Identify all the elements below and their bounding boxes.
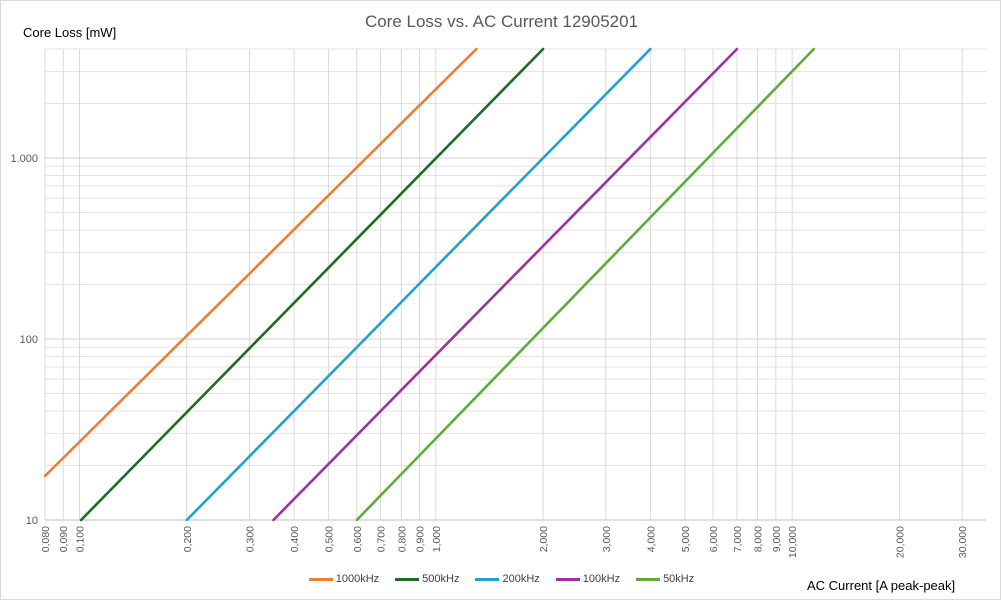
x-tick-label: 10,000 <box>787 526 799 558</box>
legend-item: 500kHz <box>395 573 459 585</box>
x-tick-label: 0,080 <box>40 526 52 552</box>
y-tick-labels: 10 100 1.000 <box>10 153 38 527</box>
series-line-200kHz <box>185 47 652 522</box>
y-tick-label: 100 <box>20 334 38 346</box>
legend: 1000kHz 500kHz 200kHz 100kHz 50kHz <box>1 573 1001 585</box>
x-tick-label: 4,000 <box>645 526 657 552</box>
x-tick-label: 0,200 <box>182 526 194 552</box>
legend-swatch <box>555 577 580 581</box>
legend-item: 1000kHz <box>308 573 380 586</box>
x-tick-label: 0,500 <box>324 526 336 552</box>
x-tick-label: 0,100 <box>75 526 87 552</box>
x-tick-label: 6,000 <box>708 526 720 552</box>
legend-label: 50kHz <box>663 573 695 586</box>
legend-item: 200kHz <box>475 573 540 586</box>
x-tick-label: 3,000 <box>601 526 613 552</box>
x-tick-labels: 0,080 0,090 0,100 0,200 0,300 0,400 0,500 0,600… <box>40 526 969 558</box>
x-tick-label: 0,400 <box>289 526 301 552</box>
series-line-1000kHz <box>43 47 478 478</box>
series-line-500kHz <box>79 47 545 522</box>
x-axis-title: AC Current [A peak-peak] <box>807 578 956 593</box>
x-tick-label: 8,000 <box>753 526 765 552</box>
legend-swatch <box>395 577 420 581</box>
x-tick-label: 0,900 <box>415 526 427 552</box>
gridlines-x <box>44 49 963 520</box>
x-tick-label: 30,000 <box>957 526 969 558</box>
x-tick-label: 1,000 <box>431 526 443 552</box>
x-tick-label: 0,600 <box>352 526 364 552</box>
x-tick-label: 0,800 <box>396 526 408 552</box>
major-gridlines-y <box>45 157 986 521</box>
chart-title: Core Loss vs. AC Current 12905201 <box>364 12 639 31</box>
y-axis-title: Core Loss [mW] <box>23 25 117 40</box>
legend-item: 50kHz <box>636 573 694 585</box>
x-tick-label: 2,000 <box>538 526 550 552</box>
x-tick-label: 0,090 <box>58 526 70 552</box>
series-layer <box>43 47 816 522</box>
series-line-100kHz <box>272 47 739 522</box>
series-line-50kHz <box>355 47 816 522</box>
legend-swatch <box>636 577 661 581</box>
legend-label: 500kHz <box>422 573 460 586</box>
legend-label: 200kHz <box>502 573 540 586</box>
y-tick-label: 1.000 <box>10 153 38 165</box>
x-tick-label: 9,000 <box>771 526 783 552</box>
legend-swatch <box>475 577 500 581</box>
legend-swatch <box>308 577 333 581</box>
x-tick-label: 5,000 <box>680 526 692 552</box>
x-tick-label: 0,300 <box>245 526 257 552</box>
x-tick-label: 7,000 <box>732 526 744 552</box>
legend-item: 100kHz <box>555 573 621 586</box>
x-tick-label: 20,000 <box>894 526 906 558</box>
legend-label: 1000kHz <box>335 573 380 586</box>
minor-gridlines-y <box>45 48 986 467</box>
x-tick-label: 0,700 <box>376 526 388 552</box>
legend-label: 100kHz <box>582 573 621 586</box>
y-tick-label: 10 <box>26 515 38 527</box>
